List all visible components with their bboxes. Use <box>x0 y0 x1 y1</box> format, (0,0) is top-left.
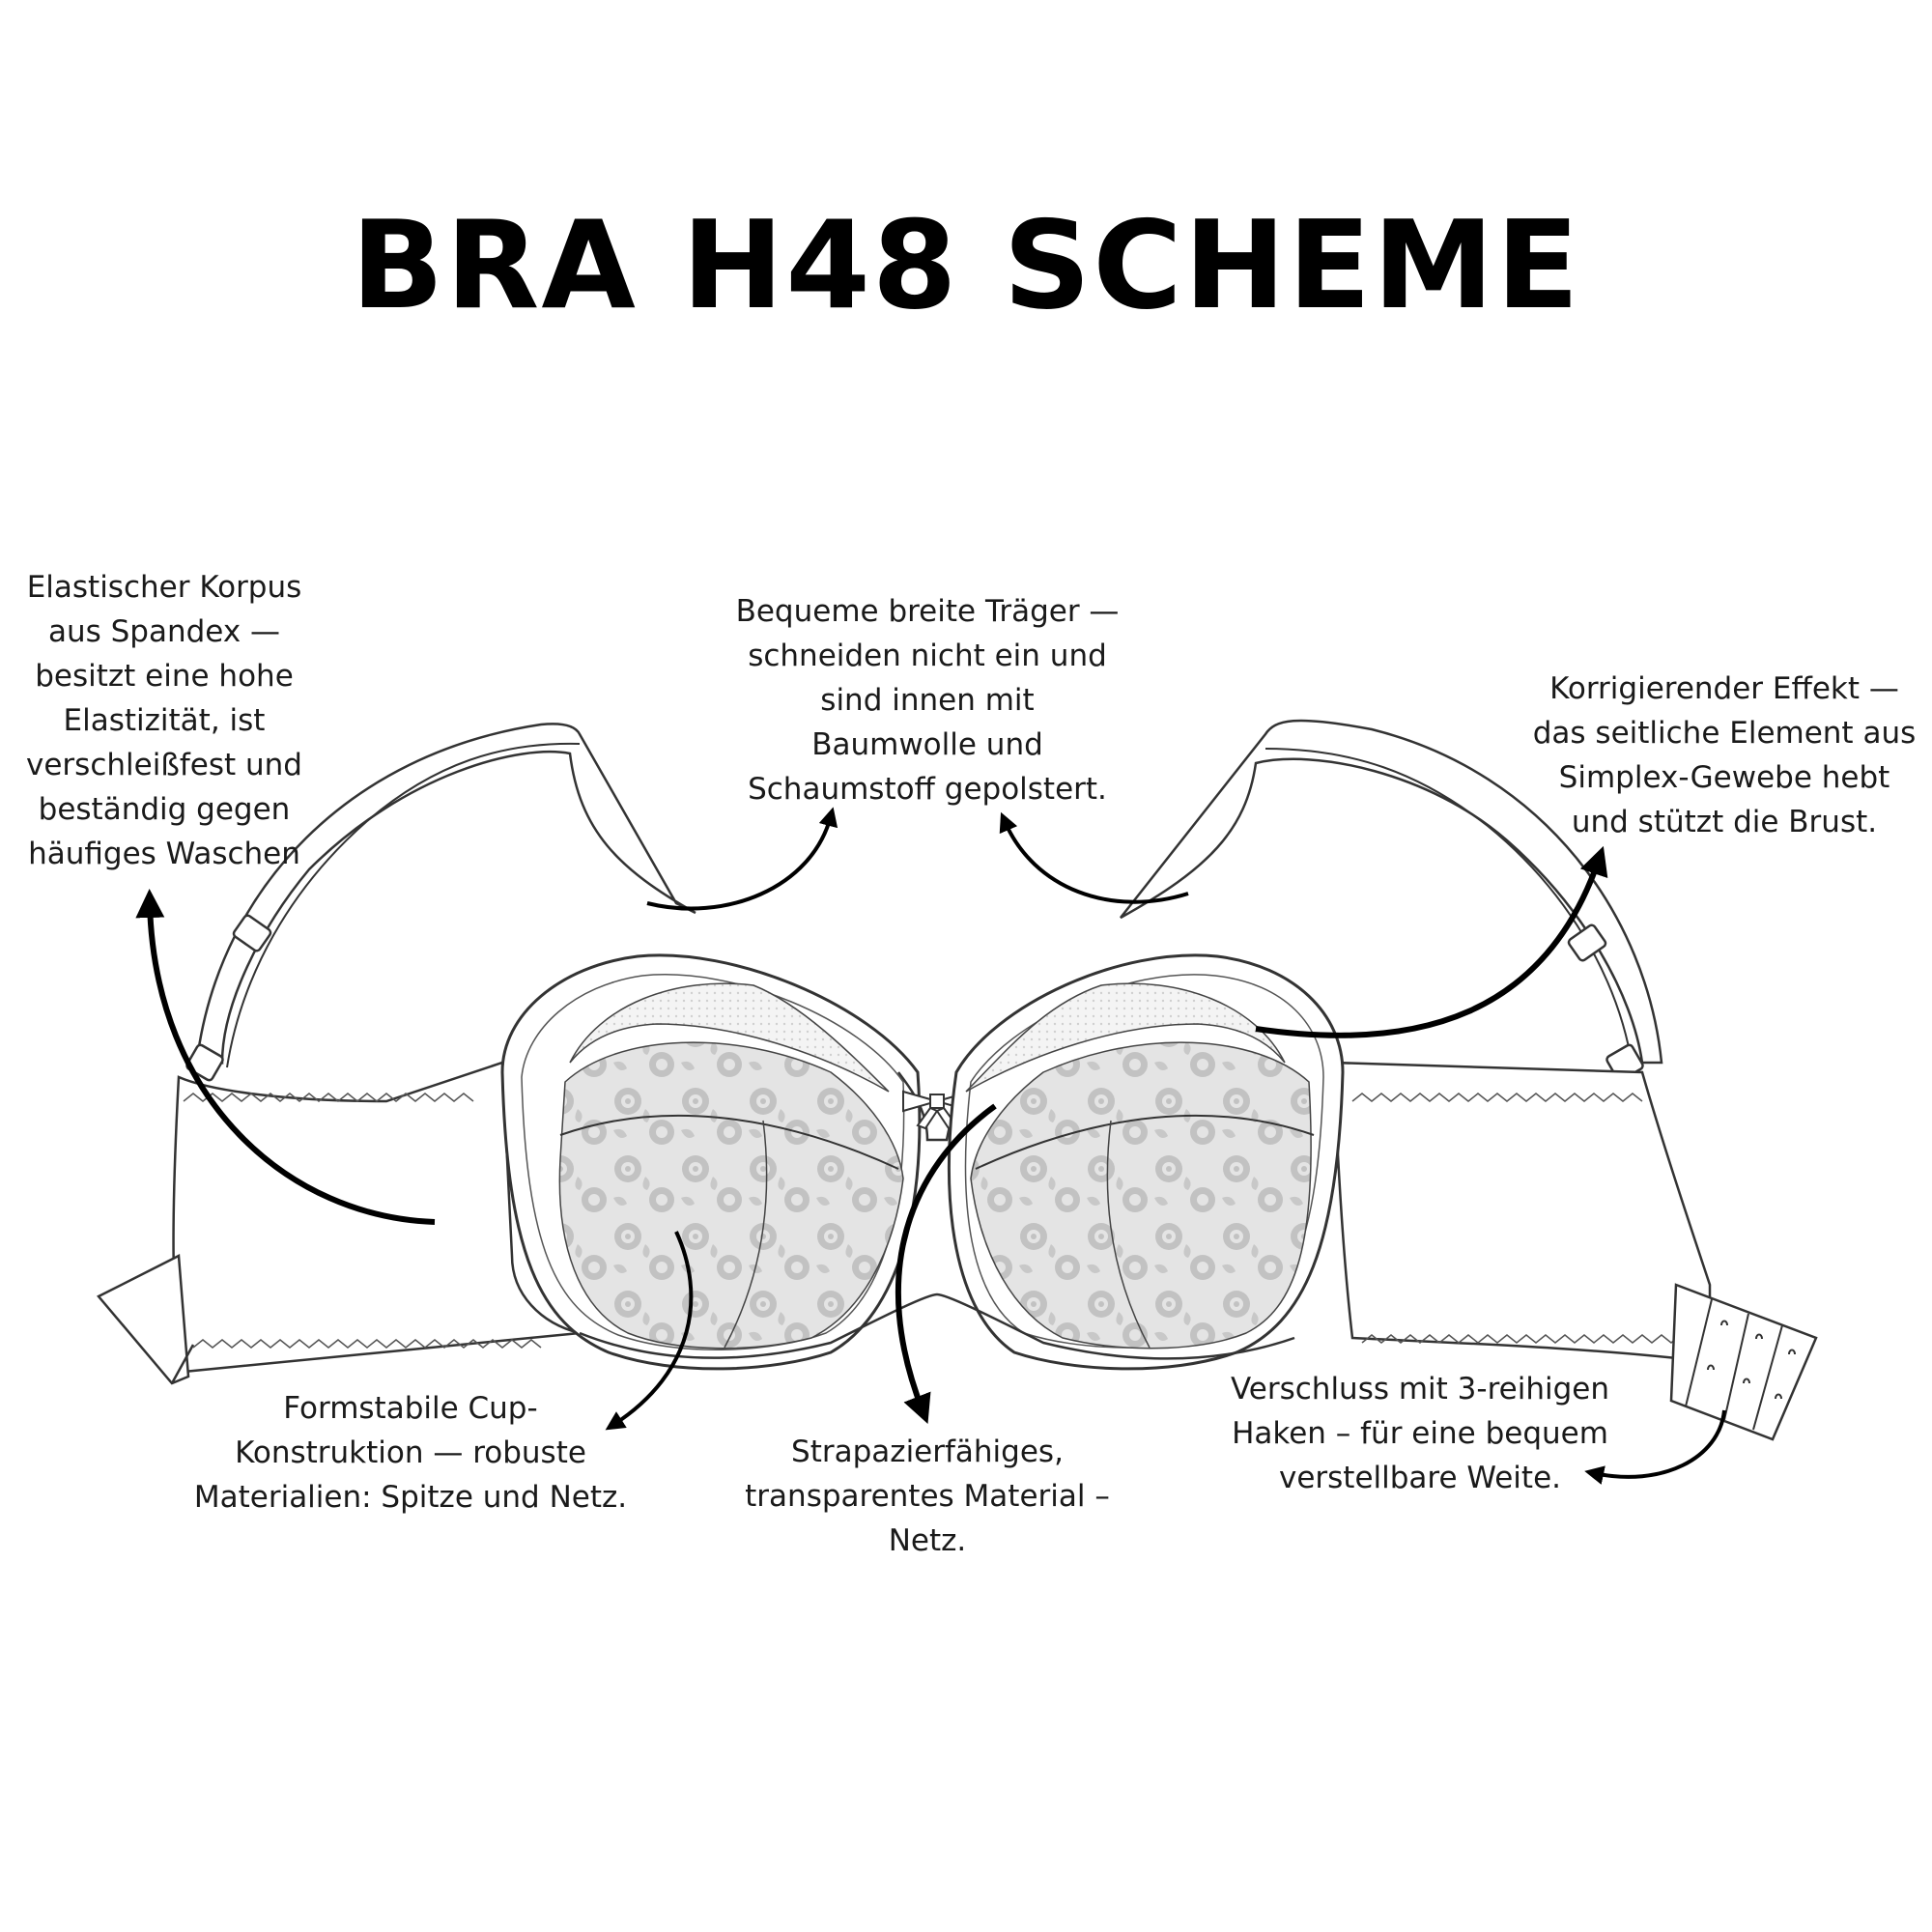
left-cup-lace <box>558 1041 904 1350</box>
callout-line: verstellbare Weite. <box>1278 1461 1562 1495</box>
callout-corrective-effect: Korrigierender Effekt — das seitliche El… <box>1517 667 1932 844</box>
arrow-traeger <box>646 807 838 911</box>
callout-line: Elastizität, ist <box>63 703 266 738</box>
left-side-band <box>97 1061 581 1385</box>
callout-line: Haken – für eine bequem <box>1232 1416 1608 1451</box>
right-zigzag-top <box>1351 1093 1643 1102</box>
underband <box>579 1293 1295 1360</box>
callout-line: Elastischer Korpus <box>26 570 302 605</box>
callout-line: Konstruktion — robuste <box>235 1435 586 1470</box>
arrow-effekt-side <box>1255 845 1608 1038</box>
callout-elastic-body: Elastischer Korpus aus Spandex — besitzt… <box>0 565 328 876</box>
callout-line: das seitliche Element aus <box>1532 716 1917 751</box>
callout-line: und stützt die Brust. <box>1571 805 1878 839</box>
right-zigzag-bottom <box>1361 1334 1691 1344</box>
callout-hook-closure: Verschluss mit 3-reihigen Haken – für ei… <box>1198 1367 1642 1500</box>
right-strap-slider-upper <box>1567 923 1607 962</box>
right-strap <box>1120 719 1663 1068</box>
callout-straps: Bequeme breite Träger — schneiden nicht … <box>715 589 1140 811</box>
left-strap-slider-upper <box>232 914 272 952</box>
hook-marks <box>1707 1320 1796 1400</box>
callout-line: besitzt eine hohe <box>35 659 294 694</box>
right-cup-dart <box>1106 1120 1151 1349</box>
callout-line: Formstabile Cup- <box>283 1391 538 1426</box>
callout-line: Netz. <box>888 1523 967 1558</box>
callout-line: Materialien: Spitze und Netz. <box>193 1480 628 1515</box>
left-strap <box>196 723 696 1068</box>
left-cup-mesh <box>569 982 890 1093</box>
callout-line: Strapazierfähiges, <box>791 1435 1064 1469</box>
right-cup-lace <box>970 1041 1312 1350</box>
hook-eye-closure <box>1669 1283 1818 1441</box>
callout-line: sind innen mit <box>820 683 1035 718</box>
callout-line: aus Spandex — <box>47 614 281 649</box>
callout-line: schneiden nicht ein und <box>748 639 1107 673</box>
left-zigzag-top <box>183 1093 474 1102</box>
callout-line: beständig gegen <box>38 792 291 827</box>
arrow-netz <box>895 1103 997 1424</box>
right-cup-mesh <box>965 982 1286 1093</box>
right-cup-seam <box>975 1114 1315 1170</box>
callout-line: häufiges Waschen <box>28 837 300 871</box>
right-side-band <box>1331 1061 1712 1364</box>
arrow-effekt-strap <box>999 811 1189 904</box>
left-cup-seam <box>559 1114 899 1170</box>
left-zigzag-bottom <box>192 1339 542 1349</box>
callout-line: Simplex-Gewebe hebt <box>1558 760 1890 795</box>
callout-line: Verschluss mit 3-reihigen <box>1230 1372 1609 1406</box>
callout-line: Schaumstoff gepolstert. <box>748 772 1107 807</box>
callout-cup-construction: Formstabile Cup- Konstruktion — robuste … <box>159 1386 662 1520</box>
callout-line: transparentes Material – <box>745 1479 1110 1514</box>
callout-line: verschleißfest und <box>26 748 302 782</box>
callout-mesh-material: Strapazierfähiges, transparentes Materia… <box>715 1430 1140 1563</box>
diagram-title: BRA H48 SCHEME <box>351 194 1581 336</box>
left-cup-dart <box>724 1120 768 1349</box>
callout-line: Baumwolle und <box>811 727 1043 762</box>
arrow-verschluss <box>1584 1409 1726 1485</box>
callout-line: Bequeme breite Träger — <box>735 594 1120 629</box>
callout-line: Korrigierender Effekt — <box>1549 671 1899 706</box>
arrow-korpus <box>135 889 436 1225</box>
arrow-cup <box>605 1231 694 1431</box>
